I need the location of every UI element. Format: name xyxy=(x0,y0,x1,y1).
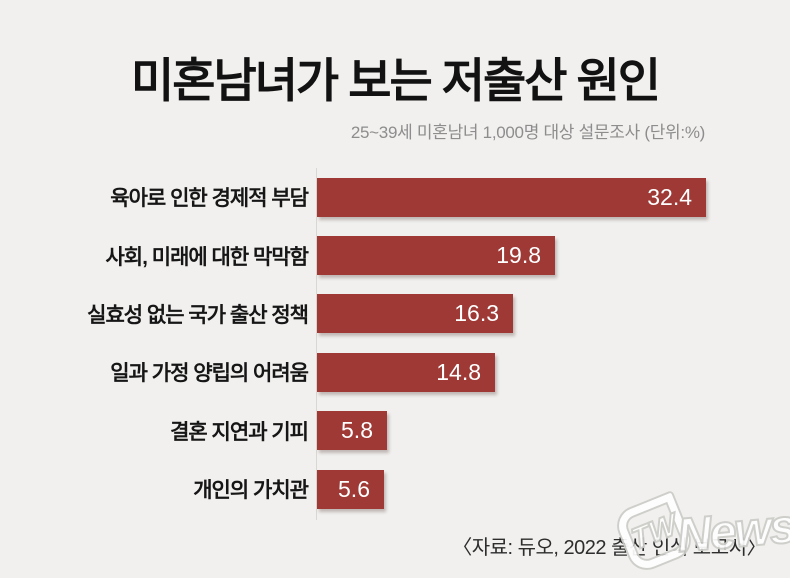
bar-row: 결혼 지연과 기피 5.8 xyxy=(0,402,790,460)
bar-rows-container: 육아로 인한 경제적 부담 32.4 사회, 미래에 대한 막막함 19.8 실효성 없… xyxy=(0,168,790,518)
page-title: 미혼남녀가 보는 저출산 원인 xyxy=(130,54,661,107)
bar-chart: 육아로 인한 경제적 부담 32.4 사회, 미래에 대한 막막함 19.8 실효성 없… xyxy=(0,168,790,520)
bar: 19.8 xyxy=(317,236,555,276)
category-label: 육아로 인한 경제적 부담 xyxy=(110,187,309,211)
page-subtitle: 25~39세 미혼남녀 1,000명 대상 설문조사 (단위:%) xyxy=(350,123,705,142)
category-label: 결혼 지연과 기피 xyxy=(170,420,309,444)
source-citation: 〈자료: 듀오, 2022 출산 인식 보고서〉 xyxy=(452,537,766,559)
category-label: 개인의 가치관 xyxy=(193,479,309,503)
bar-row: 실효성 없는 국가 출산 정책 16.3 xyxy=(0,285,790,343)
bar-row: 육아로 인한 경제적 부담 32.4 xyxy=(0,168,790,226)
bar: 5.6 xyxy=(317,469,384,509)
bar: 16.3 xyxy=(317,294,513,334)
bar-row: 사회, 미래에 대한 막막함 19.8 xyxy=(0,226,790,284)
bar-value-label: 5.6 xyxy=(338,475,370,502)
bar-value-label: 5.8 xyxy=(341,417,373,444)
bar-value-label: 32.4 xyxy=(647,183,692,210)
category-label: 사회, 미래에 대한 막막함 xyxy=(105,245,309,269)
category-label: 실효성 없는 국가 출산 정책 xyxy=(87,303,309,327)
bar-row: 일과 가정 양립의 어려움 14.8 xyxy=(0,343,790,401)
bar: 5.8 xyxy=(317,411,387,451)
bar-row: 개인의 가치관 5.6 xyxy=(0,460,790,518)
category-label: 일과 가정 양립의 어려움 xyxy=(110,362,309,386)
bar-value-label: 14.8 xyxy=(436,358,481,385)
bar-value-label: 16.3 xyxy=(454,300,499,327)
bar: 32.4 xyxy=(317,177,706,217)
bar-value-label: 19.8 xyxy=(496,242,541,269)
y-axis-line xyxy=(316,168,317,520)
bar: 14.8 xyxy=(317,352,495,392)
